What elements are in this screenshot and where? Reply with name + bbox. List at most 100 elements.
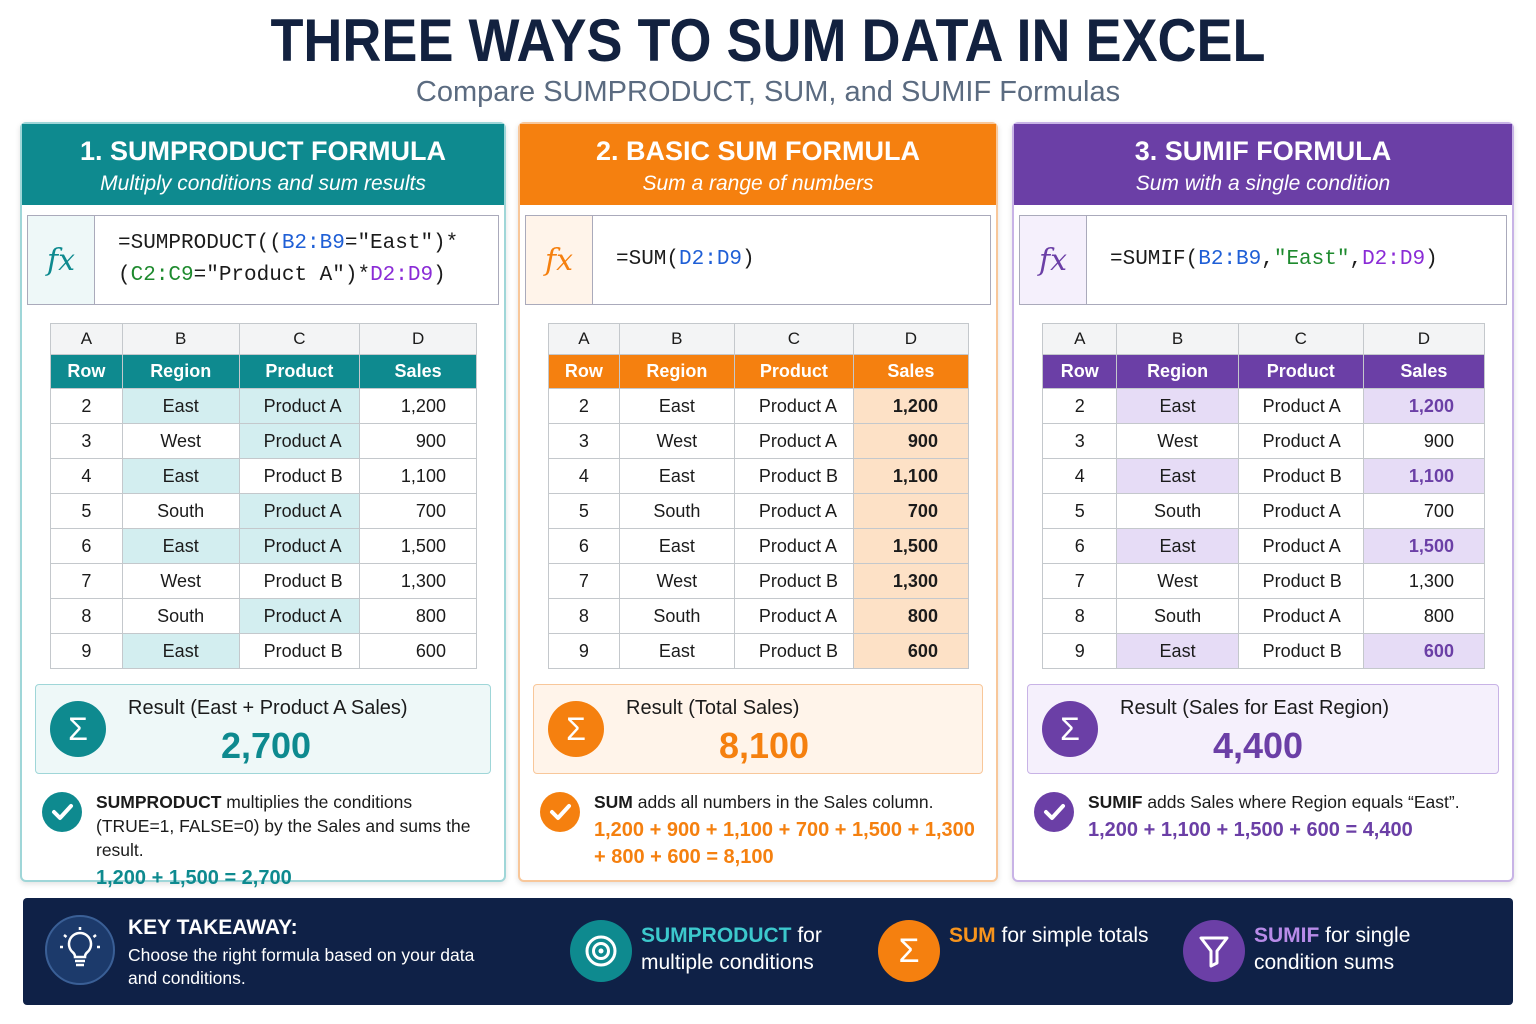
panel-subtitle: Sum a range of numbers <box>642 172 874 195</box>
panel: 1. SUMPRODUCT FORMULA Multiply conditions… <box>20 122 506 889</box>
item-desc: for simple totals <box>995 924 1149 947</box>
table-row: 9 East Product B 600 <box>548 633 969 669</box>
table-cell: Product A <box>1237 598 1364 634</box>
table-cell: 4 <box>1041 458 1118 494</box>
note: SUMIF adds Sales where Region equals “Ea… <box>1088 790 1502 844</box>
table-cell: East <box>618 458 735 494</box>
table-cell: 1,500 <box>359 528 477 564</box>
table-cell: Product A <box>733 423 854 459</box>
table-cell: 600 <box>359 633 477 669</box>
table-cell: 1,500 <box>1362 528 1485 564</box>
column-header: Region <box>1116 354 1239 389</box>
table-cell: 5 <box>548 493 620 529</box>
table-row: 5 South Product A 700 <box>548 493 969 529</box>
check-svg <box>52 804 73 820</box>
table-cell: 1,200 <box>359 388 477 424</box>
item-name: SUM <box>949 924 996 947</box>
table-cell: East <box>618 388 735 424</box>
header-row: Row Region Product Sales <box>50 354 477 389</box>
item-text: SUMIF for single condition sums <box>1254 922 1454 976</box>
table-cell: 8 <box>50 598 123 634</box>
item-icon: Σ <box>878 920 940 982</box>
header-row: Row Region Product Sales <box>548 354 969 389</box>
header-row: Row Region Product Sales <box>1041 354 1485 389</box>
column-letter: D <box>1362 323 1485 355</box>
formula-token: , <box>1261 248 1274 271</box>
table-cell: Product A <box>1237 388 1364 424</box>
table-cell: Product B <box>238 563 361 599</box>
result-value: 8,100 <box>718 725 810 766</box>
table-cell: 700 <box>359 493 477 529</box>
calculation: 1,200 + 900 + 1,100 + 700 + 1,500 + 1,30… <box>594 819 975 868</box>
table-cell: 6 <box>1041 528 1118 564</box>
item-name: SUMPRODUCT <box>641 924 792 947</box>
column-header: Product <box>238 354 361 389</box>
table-cell: Product B <box>733 563 854 599</box>
table-cell: 2 <box>548 388 620 424</box>
fx-symbol: fx <box>28 216 95 304</box>
result-value: 4,400 <box>1212 725 1304 766</box>
column-letter: A <box>1041 323 1118 355</box>
table-row: 2 East Product A 1,200 <box>50 388 477 424</box>
table-row: 6 East Product A 1,500 <box>50 528 477 564</box>
table-cell: 1,300 <box>852 563 969 599</box>
table-cell: South <box>121 493 240 529</box>
panel-subtitle: Multiply conditions and sum results <box>100 172 426 195</box>
item-desc: for single condition sums <box>1254 924 1411 974</box>
formula-token: =SUM( <box>616 248 680 271</box>
column-header: Sales <box>852 354 969 389</box>
takeaway-heading: KEY TAKEAWAY: <box>128 916 298 939</box>
sigma-icon: Σ <box>1042 701 1098 757</box>
table-cell: 900 <box>359 423 477 459</box>
panel-title: 3. SUMIF FORMULA <box>1134 136 1392 166</box>
table-cell: 9 <box>1041 633 1118 669</box>
column-letter: D <box>359 323 477 355</box>
formula: =SUMIF(B2:B9,"East",D2:D9) <box>1110 216 1500 304</box>
table-cell: East <box>121 528 240 564</box>
table-cell: 600 <box>1362 633 1485 669</box>
table-cell: Product A <box>733 528 854 564</box>
panel: 2. BASIC SUM FORMULA Sum a range of numbe… <box>518 122 998 882</box>
table-cell: 6 <box>548 528 620 564</box>
result-label: Result (Total Sales) <box>626 697 800 719</box>
table-row: 6 East Product A 1,500 <box>1041 528 1485 564</box>
table-cell: Product A <box>733 388 854 424</box>
formula-token: , <box>1349 248 1363 271</box>
table-row: 3 West Product A 900 <box>50 423 477 459</box>
table-row: 4 East Product B 1,100 <box>548 458 969 494</box>
formula-token: ( <box>118 264 131 287</box>
footer: KEY TAKEAWAY: Choose the right formula b… <box>23 898 1513 1005</box>
table-cell: 1,300 <box>359 563 477 599</box>
item-name: SUMIF <box>1254 924 1320 947</box>
table-row: 2 East Product A 1,200 <box>548 388 969 424</box>
table-cell: Product B <box>238 458 361 494</box>
table-cell: 1,100 <box>1362 458 1485 494</box>
table-cell: East <box>121 458 240 494</box>
table-cell: 3 <box>548 423 620 459</box>
table-cell: 4 <box>50 458 123 494</box>
formula-token: ) <box>1425 248 1438 271</box>
table-row: 5 South Product A 700 <box>50 493 477 529</box>
table-cell: 1,200 <box>852 388 969 424</box>
formula-token: B2:B9 <box>281 232 345 255</box>
table-cell: South <box>618 493 735 529</box>
panel-title: 2. BASIC SUM FORMULA <box>596 136 920 166</box>
table-cell: East <box>1116 458 1239 494</box>
check-icon <box>1034 792 1074 832</box>
table-row: 5 South Product A 700 <box>1041 493 1485 529</box>
fx-symbol: fx <box>526 216 593 304</box>
table-cell: 1,200 <box>1362 388 1485 424</box>
note-text: adds Sales where Region equals “East”. <box>1142 792 1460 812</box>
table-cell: 7 <box>548 563 620 599</box>
table-row: 8 South Product A 800 <box>50 598 477 634</box>
formula-box: fx =SUMPRODUCT((B2:B9="East")* (C2:C9="Pro… <box>27 215 499 305</box>
table-cell: Product B <box>1237 563 1364 599</box>
result-label: Result (Sales for East Region) <box>1120 697 1390 719</box>
table-cell: Product A <box>238 493 361 529</box>
